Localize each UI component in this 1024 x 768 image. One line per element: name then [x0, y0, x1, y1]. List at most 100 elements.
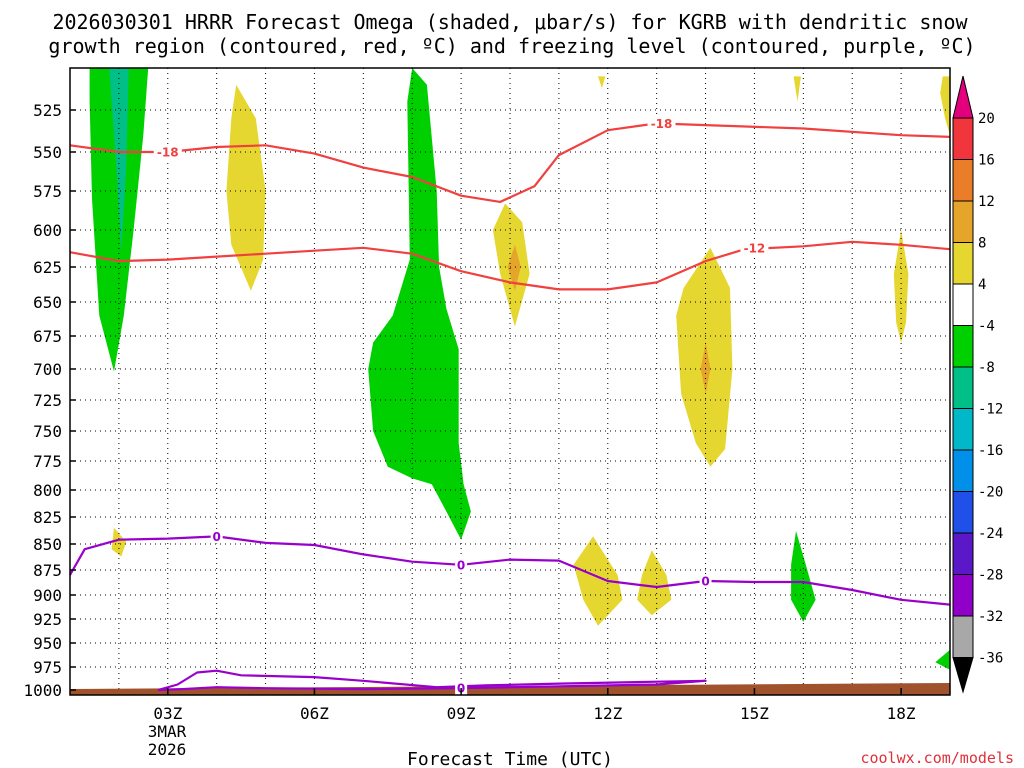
- omega-shaded-regions: [89, 68, 950, 670]
- colorbar-label-6: -8: [978, 360, 995, 376]
- colorbar-label-10: -24: [978, 526, 1003, 542]
- y-tick-975: 975: [33, 658, 62, 677]
- colorbar-bin-5: [952, 283, 974, 326]
- freezing-level-line: [69, 535, 951, 606]
- colorbar-label-9: -20: [978, 485, 1003, 501]
- x-tick-12Z: 12Z: [593, 704, 622, 723]
- y-tick-925: 925: [33, 610, 62, 629]
- omega-region-1: [109, 68, 129, 253]
- omega-region-3: [368, 68, 471, 540]
- colorbar-label-11: -28: [978, 568, 1003, 584]
- y-tick-575: 575: [33, 182, 62, 201]
- date-label-line1: 3MAR: [148, 722, 187, 741]
- omega-region-14: [637, 550, 672, 616]
- freezing-label-b-bg: [455, 557, 468, 572]
- colorbar-arrow-top: [952, 75, 974, 119]
- colorbar-label-5: -4: [978, 319, 995, 335]
- colorbar: 20 16 12 8 4 -4 -8 -12 -16 -20 -24 -28 -32 -36: [952, 75, 1003, 694]
- omega-region-15: [791, 531, 816, 622]
- omega-region-0: [89, 68, 149, 372]
- colorbar-label-2: 12: [978, 194, 995, 210]
- plot-frame: [69, 67, 951, 696]
- colorbar-label-3: 8: [978, 236, 986, 252]
- freezing-label-b: 0: [457, 558, 465, 572]
- y-tick-850: 850: [33, 535, 62, 554]
- grid-lines: [70, 68, 950, 695]
- omega-region-12: [111, 527, 127, 557]
- y-tick-550: 550: [33, 143, 62, 162]
- omega-region-10: [893, 230, 909, 343]
- omega-region-9: [793, 76, 801, 102]
- colorbar-label-7: -12: [978, 402, 1003, 418]
- colorbar-bin-9: [952, 449, 974, 492]
- colorbar-bin-4: [952, 242, 974, 285]
- colorbar-bin-1: [952, 117, 974, 160]
- contour-label-minus18-a-bg: [153, 145, 182, 159]
- colorbar-bin-2: [952, 159, 974, 202]
- freezing-label-c-bg: [699, 574, 712, 588]
- x-tick-03Z: 03Z: [153, 704, 182, 723]
- omega-region-5: [507, 244, 521, 291]
- y-tick-750: 750: [33, 422, 62, 441]
- colorbar-label-4: 4: [978, 277, 986, 293]
- freezing-level-loop: [157, 669, 707, 692]
- y-tick-875: 875: [33, 561, 62, 580]
- date-label-line2: 2026: [148, 740, 187, 759]
- contour-label-minus18-a: -18: [157, 146, 179, 160]
- omega-region-2: [226, 84, 266, 291]
- freezing-label-a: 0: [212, 530, 220, 544]
- y-tick-725: 725: [33, 391, 62, 410]
- terrain-fill: [70, 683, 950, 695]
- y-tick-675: 675: [33, 327, 62, 346]
- colorbar-bin-8: [952, 408, 974, 451]
- colorbar-bin-7: [952, 366, 974, 409]
- y-tick-900: 900: [33, 586, 62, 605]
- omega-region-13: [573, 536, 623, 626]
- y-tick-600: 600: [33, 221, 62, 240]
- y-tick-525: 525: [33, 101, 62, 120]
- colorbar-bin-6: [952, 325, 974, 368]
- contour-minus12-line: [69, 240, 951, 291]
- colorbar-label-8: -16: [978, 443, 1003, 459]
- colorbar-bin-13: [952, 615, 974, 658]
- contour-lines: -18-18-120000: [69, 116, 951, 696]
- y-tick-825: 825: [33, 508, 62, 527]
- terrain-band: [70, 683, 950, 695]
- contour-label-minus12: -12: [744, 241, 766, 255]
- colorbar-bin-12: [952, 574, 974, 617]
- colorbar-label-0: 20: [978, 111, 995, 127]
- contour-label-minus18-b: -18: [651, 117, 673, 131]
- colorbar-label-13: -36: [978, 651, 1003, 667]
- plot-area: -18-18-120000: [69, 67, 951, 696]
- chart-title-line2: growth region (contoured, red, ºC) and f…: [48, 34, 975, 58]
- y-tick-625: 625: [33, 258, 62, 277]
- y-tick-700: 700: [33, 360, 62, 379]
- x-tick-18Z: 18Z: [887, 704, 916, 723]
- watermark: coolwx.com/models: [860, 749, 1014, 767]
- freezing-label-c: 0: [701, 575, 709, 589]
- y-tick-775: 775: [33, 452, 62, 471]
- x-axis-label: Forecast Time (UTC): [407, 749, 613, 768]
- chart-title-line1: 2026030301 HRRR Forecast Omega (shaded, …: [52, 10, 968, 34]
- x-axis: 03Z 06Z 09Z 12Z 15Z 18Z: [153, 688, 916, 723]
- contour-minus18-line: [69, 122, 951, 203]
- x-tick-06Z: 06Z: [300, 704, 329, 723]
- omega-region-11: [940, 76, 950, 136]
- x-tick-15Z: 15Z: [740, 704, 769, 723]
- colorbar-arrow-bottom: [952, 657, 974, 694]
- colorbar-bin-3: [952, 200, 974, 243]
- y-tick-650: 650: [33, 293, 62, 312]
- x-tick-09Z: 09Z: [447, 704, 476, 723]
- colorbar-bin-10: [952, 491, 974, 534]
- colorbar-bin-11: [952, 532, 974, 575]
- omega-region-6: [598, 76, 606, 89]
- y-tick-800: 800: [33, 481, 62, 500]
- colorbar-label-12: -32: [978, 609, 1003, 625]
- y-axis: 525 550 575 600 625 650 675 700 725 750 775 800 825 8…: [23, 101, 76, 700]
- y-tick-1000: 1000: [23, 681, 62, 700]
- freezing-label-a-bg: [210, 529, 223, 544]
- y-tick-950: 950: [33, 634, 62, 653]
- contour-label-minus18-b-bg: [647, 116, 676, 131]
- contour-label-minus12-bg: [740, 240, 769, 255]
